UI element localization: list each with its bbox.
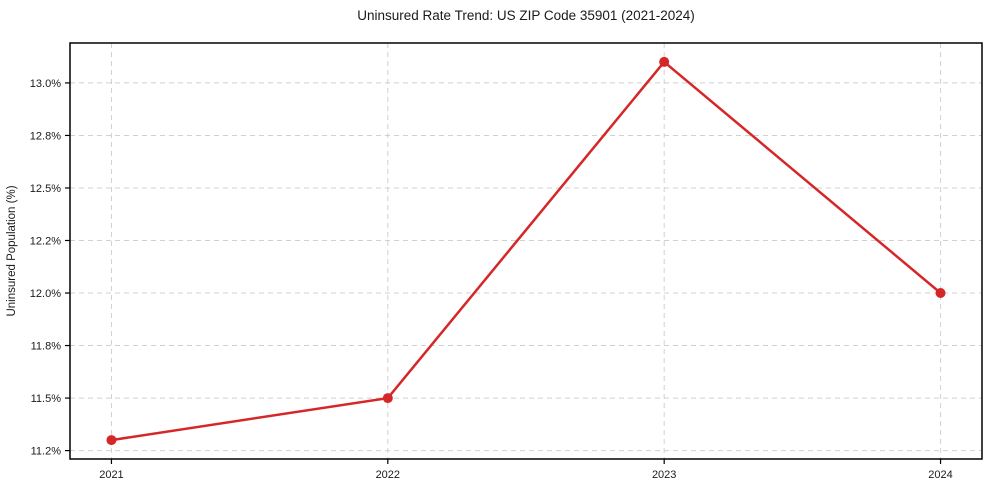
data-point-marker xyxy=(106,435,117,446)
y-tick-label: 11.5% xyxy=(31,393,62,405)
plot-border xyxy=(69,42,983,460)
y-tick-label: 12.0% xyxy=(30,288,61,300)
x-tick-label: 2021 xyxy=(99,469,123,481)
x-tick-label: 2024 xyxy=(928,469,952,481)
data-point-marker xyxy=(935,288,946,299)
trend-line xyxy=(110,60,942,442)
data-point-marker xyxy=(382,393,393,404)
y-tick-label: 13.0% xyxy=(30,78,61,90)
y-tick-label: 11.8% xyxy=(31,341,62,353)
y-tick-label: 12.5% xyxy=(30,183,61,195)
x-tick-label: 2023 xyxy=(652,469,676,481)
x-tick-label: 2022 xyxy=(376,469,400,481)
chart-title: Uninsured Rate Trend: US ZIP Code 35901 … xyxy=(357,8,695,23)
y-tick-label: 12.8% xyxy=(30,130,61,142)
y-tick-label: 12.2% xyxy=(30,235,61,247)
y-axis-label-text: Uninsured Population (%) xyxy=(6,185,18,317)
y-tick-label: 11.2% xyxy=(31,446,62,458)
data-point-marker xyxy=(659,56,670,67)
